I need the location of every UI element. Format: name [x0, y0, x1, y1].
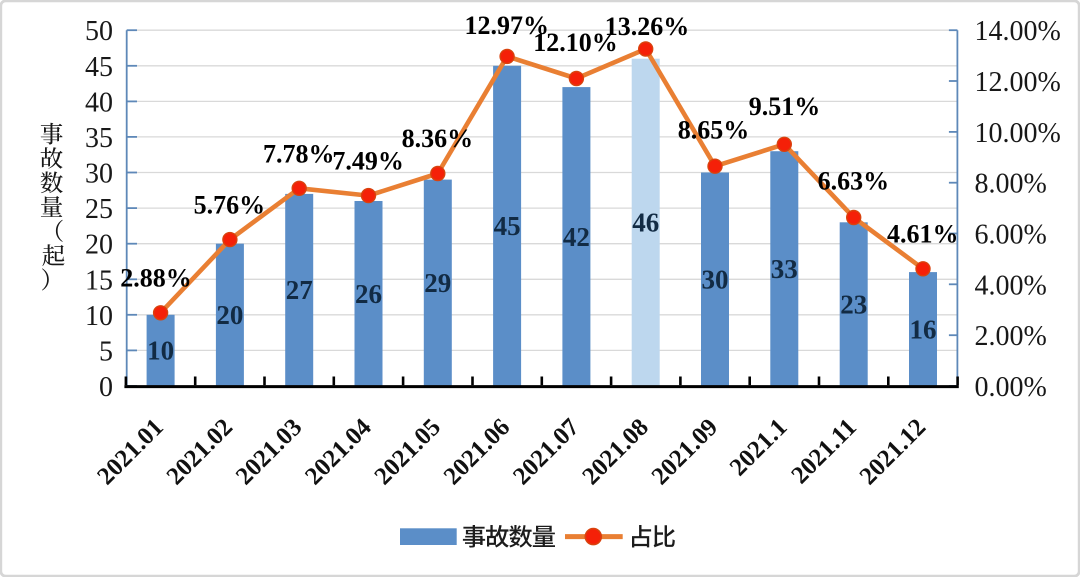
- svg-text:29: 29: [424, 268, 451, 298]
- svg-text:45: 45: [85, 52, 113, 83]
- svg-text:2.00%: 2.00%: [975, 321, 1047, 352]
- svg-text:20: 20: [85, 230, 113, 261]
- svg-text:7.78%: 7.78%: [263, 140, 335, 169]
- svg-text:23: 23: [840, 290, 867, 320]
- svg-text:26: 26: [355, 279, 382, 309]
- svg-text:10.00%: 10.00%: [975, 118, 1061, 149]
- svg-text:14.00%: 14.00%: [975, 16, 1061, 47]
- svg-text:5.76%: 5.76%: [194, 191, 266, 220]
- svg-text:35: 35: [85, 123, 113, 154]
- svg-text:25: 25: [85, 194, 113, 225]
- svg-text:4.61%: 4.61%: [887, 220, 959, 249]
- svg-text:4.00%: 4.00%: [975, 270, 1047, 301]
- svg-text:33: 33: [771, 254, 798, 284]
- svg-text:42: 42: [563, 222, 590, 252]
- svg-text:8.00%: 8.00%: [975, 169, 1047, 200]
- svg-text:12.00%: 12.00%: [975, 67, 1061, 98]
- svg-text:6.63%: 6.63%: [818, 167, 890, 196]
- svg-text:12.10%: 12.10%: [533, 28, 618, 57]
- svg-text:6.00%: 6.00%: [975, 220, 1047, 251]
- svg-text:8.65%: 8.65%: [678, 116, 750, 145]
- svg-text:20: 20: [216, 300, 243, 330]
- svg-text:0.00%: 0.00%: [975, 372, 1047, 403]
- svg-text:10: 10: [85, 301, 113, 332]
- svg-text:40: 40: [85, 87, 113, 118]
- svg-text:27: 27: [286, 275, 313, 305]
- svg-text:13.26%: 13.26%: [605, 12, 690, 41]
- svg-text:2.88%: 2.88%: [120, 264, 192, 293]
- svg-text:9.51%: 9.51%: [749, 92, 821, 121]
- svg-text:10: 10: [147, 336, 174, 366]
- svg-text:46: 46: [632, 208, 659, 238]
- svg-text:16: 16: [910, 314, 937, 344]
- svg-text:30: 30: [85, 159, 113, 190]
- svg-text:7.49%: 7.49%: [332, 147, 404, 176]
- svg-text:12.97%: 12.97%: [464, 11, 549, 40]
- svg-text:15: 15: [85, 265, 113, 296]
- svg-text:5: 5: [99, 336, 113, 367]
- svg-text:30: 30: [702, 265, 729, 295]
- svg-text:50: 50: [85, 16, 113, 47]
- svg-text:45: 45: [494, 211, 521, 241]
- svg-text:8.36%: 8.36%: [402, 124, 474, 153]
- svg-text:0: 0: [99, 372, 113, 403]
